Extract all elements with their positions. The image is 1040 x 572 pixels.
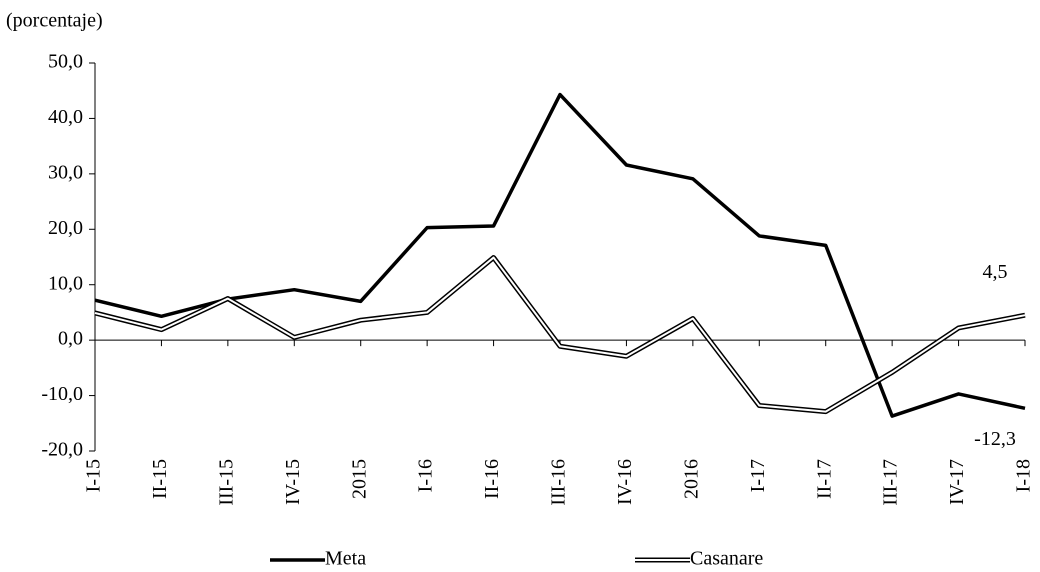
- x-tick-label: IV-15: [282, 459, 304, 505]
- x-tick-label: III-17: [880, 459, 902, 506]
- legend-label: Meta: [325, 548, 366, 570]
- y-tick-label: -20,0: [41, 439, 83, 461]
- y-tick-label: 0,0: [58, 328, 83, 350]
- x-tick-label: II-17: [813, 459, 835, 499]
- y-tick-label: 40,0: [48, 106, 83, 128]
- x-tick-label: IV-16: [614, 459, 636, 505]
- x-tick-label: III-16: [548, 459, 570, 506]
- data-label: -12,3: [974, 428, 1016, 450]
- x-tick-label: III-15: [215, 459, 237, 506]
- series-line: [94, 92, 1026, 418]
- y-tick-label: 10,0: [48, 272, 83, 294]
- x-tick-label: IV-17: [946, 459, 968, 505]
- y-tick-label: -10,0: [41, 383, 83, 405]
- x-tick-label: II-16: [481, 459, 503, 499]
- x-tick-label: I-16: [415, 459, 437, 492]
- x-tick-label: 2016: [680, 459, 702, 499]
- legend-label: Casanare: [690, 548, 763, 570]
- y-tick-label: 20,0: [48, 217, 83, 239]
- x-tick-label: 2015: [348, 459, 370, 499]
- y-tick-label: 30,0: [48, 161, 83, 183]
- x-tick-label: I-18: [1013, 459, 1035, 492]
- data-label: 4,5: [983, 261, 1008, 283]
- x-tick-label: II-15: [149, 459, 171, 499]
- x-tick-label: I-17: [747, 459, 769, 492]
- chart-subtitle: (porcentaje): [6, 10, 103, 32]
- y-tick-label: 50,0: [48, 51, 83, 73]
- x-tick-label: I-15: [83, 459, 105, 492]
- series-line: [94, 255, 1026, 415]
- series-line-inner: [94, 256, 1026, 413]
